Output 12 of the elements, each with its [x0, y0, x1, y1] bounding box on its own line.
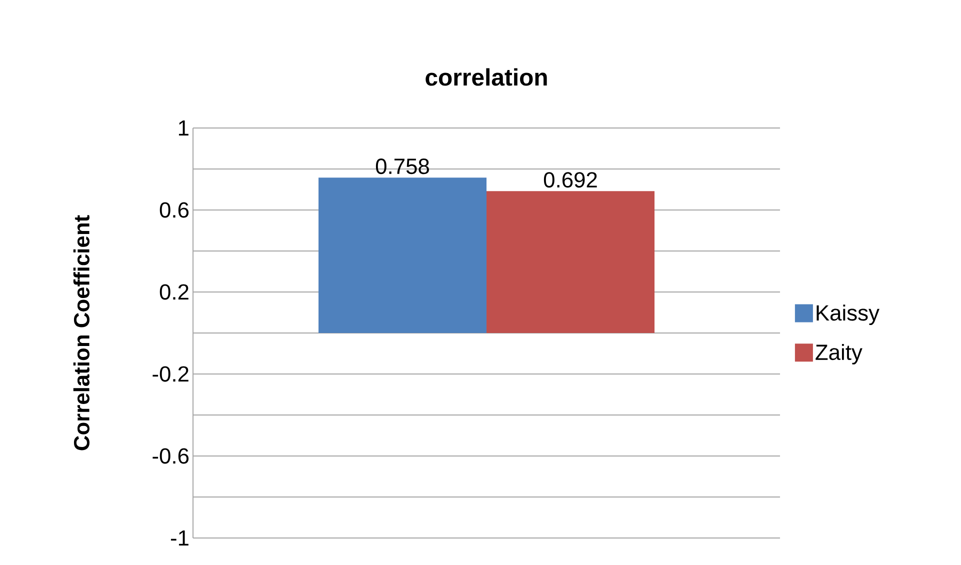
legend-label: Zaity — [816, 344, 862, 364]
y-tick-label: -1 — [170, 530, 188, 546]
data-label: 0.692 — [544, 172, 597, 188]
y-tick-label: 0.2 — [160, 284, 188, 300]
data-label: 0.758 — [376, 158, 429, 174]
y-tick-label: 1 — [178, 120, 188, 136]
y-tick-label: -0.2 — [152, 366, 188, 382]
y-axis-title: Correlation Coefficient — [73, 215, 90, 450]
y-tick-label: 0.6 — [160, 202, 189, 218]
chart-title: correlation — [426, 68, 547, 86]
y-tick-label: -0.6 — [152, 448, 189, 464]
legend-label: Kaissy — [816, 304, 880, 326]
